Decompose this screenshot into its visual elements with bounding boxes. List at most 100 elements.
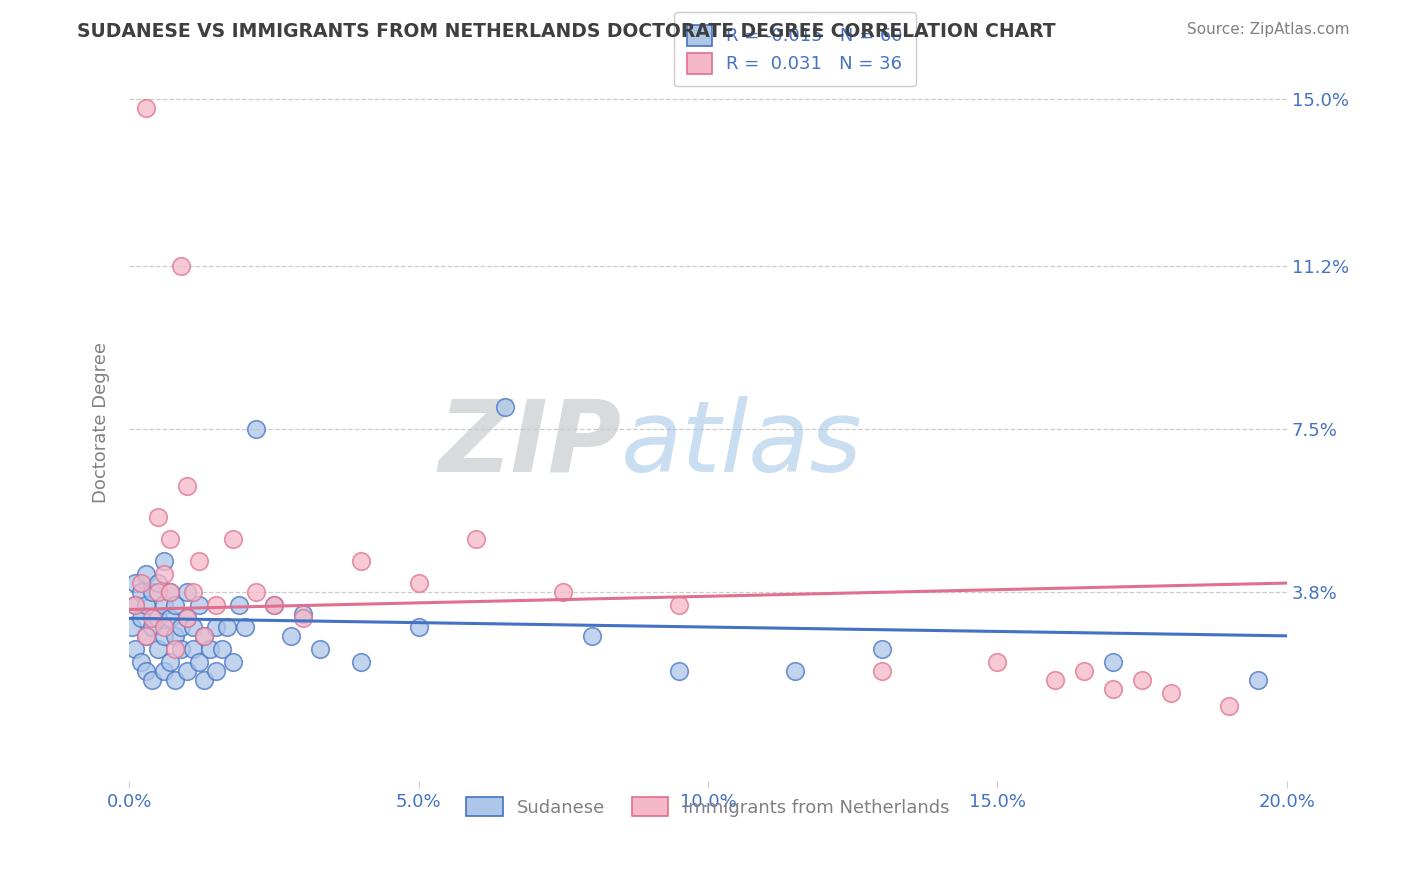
Point: [141, 611, 163, 625]
Point: [153, 664, 176, 678]
Point: [187, 554, 209, 568]
Text: Source: ZipAtlas.com: Source: ZipAtlas.com: [1187, 22, 1350, 37]
Point: [146, 585, 169, 599]
Point: [176, 585, 198, 599]
Point: [181, 642, 204, 657]
Point: [1073, 664, 1095, 678]
Point: [141, 585, 163, 599]
Point: [153, 620, 176, 634]
Point: [176, 611, 198, 625]
Point: [198, 642, 221, 657]
Point: [170, 260, 193, 274]
Point: [159, 585, 181, 599]
Point: [146, 510, 169, 524]
Point: [217, 620, 239, 634]
Point: [222, 532, 245, 546]
Point: [124, 598, 146, 612]
Point: [668, 598, 690, 612]
Point: [159, 585, 181, 599]
Point: [783, 664, 806, 678]
Point: [124, 642, 146, 657]
Point: [153, 554, 176, 568]
Point: [309, 642, 332, 657]
Point: [233, 620, 256, 634]
Point: [1160, 686, 1182, 700]
Point: [129, 585, 152, 599]
Point: [245, 422, 267, 436]
Point: [1218, 699, 1240, 714]
Point: [263, 598, 285, 612]
Point: [187, 655, 209, 669]
Y-axis label: Doctorate Degree: Doctorate Degree: [93, 342, 110, 503]
Point: [1102, 681, 1125, 696]
Text: SUDANESE VS IMMIGRANTS FROM NETHERLANDS DOCTORATE DEGREE CORRELATION CHART: SUDANESE VS IMMIGRANTS FROM NETHERLANDS …: [77, 22, 1056, 41]
Point: [494, 400, 516, 414]
Point: [1102, 655, 1125, 669]
Point: [159, 655, 181, 669]
Point: [124, 576, 146, 591]
Point: [205, 620, 228, 634]
Point: [291, 607, 314, 621]
Point: [553, 585, 575, 599]
Point: [1130, 673, 1153, 687]
Point: [193, 673, 215, 687]
Point: [153, 567, 176, 582]
Point: [165, 673, 187, 687]
Point: [176, 479, 198, 493]
Point: [1247, 673, 1270, 687]
Point: [176, 611, 198, 625]
Point: [205, 664, 228, 678]
Point: [146, 642, 169, 657]
Point: [668, 664, 690, 678]
Point: [280, 629, 302, 643]
Point: [349, 554, 371, 568]
Point: [222, 655, 245, 669]
Point: [349, 655, 371, 669]
Point: [153, 598, 176, 612]
Point: [129, 611, 152, 625]
Point: [1045, 673, 1067, 687]
Point: [181, 620, 204, 634]
Point: [870, 642, 893, 657]
Point: [146, 576, 169, 591]
Point: [159, 611, 181, 625]
Point: [193, 629, 215, 643]
Point: [408, 576, 430, 591]
Point: [135, 629, 157, 643]
Point: [129, 576, 152, 591]
Point: [135, 101, 157, 115]
Point: [408, 620, 430, 634]
Point: [181, 585, 204, 599]
Point: [121, 620, 143, 634]
Legend: Sudanese, Immigrants from Netherlands: Sudanese, Immigrants from Netherlands: [457, 789, 959, 826]
Point: [245, 585, 267, 599]
Point: [124, 598, 146, 612]
Point: [135, 629, 157, 643]
Point: [870, 664, 893, 678]
Point: [211, 642, 233, 657]
Point: [291, 611, 314, 625]
Point: [170, 620, 193, 634]
Point: [135, 598, 157, 612]
Point: [465, 532, 488, 546]
Point: [159, 532, 181, 546]
Point: [581, 629, 603, 643]
Point: [205, 598, 228, 612]
Point: [170, 642, 193, 657]
Point: [153, 629, 176, 643]
Point: [165, 598, 187, 612]
Point: [135, 664, 157, 678]
Point: [146, 611, 169, 625]
Point: [193, 629, 215, 643]
Text: atlas: atlas: [621, 395, 863, 492]
Point: [176, 664, 198, 678]
Text: ZIP: ZIP: [439, 395, 621, 492]
Point: [263, 598, 285, 612]
Point: [141, 673, 163, 687]
Point: [141, 620, 163, 634]
Point: [165, 642, 187, 657]
Point: [129, 655, 152, 669]
Point: [187, 598, 209, 612]
Point: [986, 655, 1008, 669]
Point: [228, 598, 250, 612]
